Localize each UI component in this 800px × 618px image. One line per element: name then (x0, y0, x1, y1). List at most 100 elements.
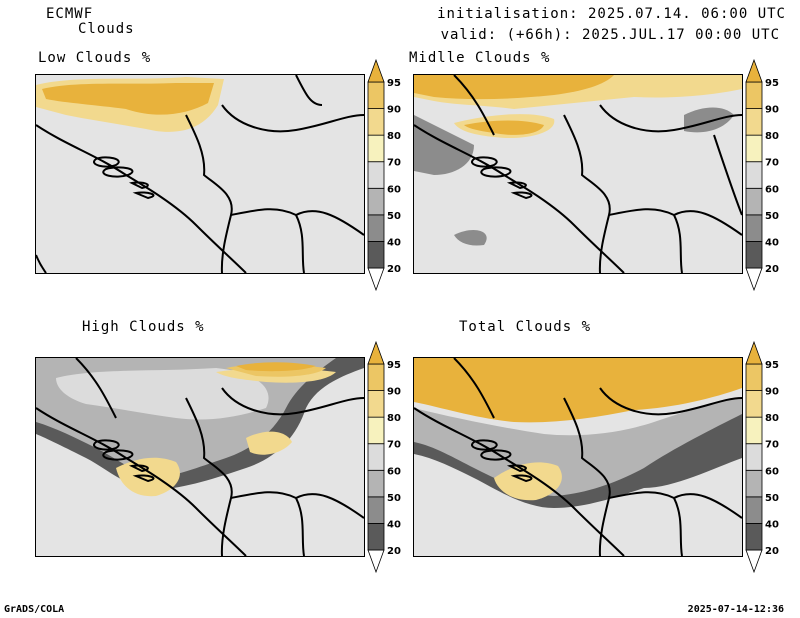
colorbar-tick-label: 50 (765, 493, 779, 504)
cloud-area-95 (464, 120, 544, 135)
colorbar-tick-label: 40 (765, 519, 779, 530)
colorbar-tick-label: 60 (765, 184, 779, 195)
initialisation-label: initialisation: 2025.07.14. 06:00 UTC (437, 6, 786, 22)
borders (453, 358, 742, 556)
colorbar-segment (745, 340, 763, 365)
cloud-area-80 (116, 457, 180, 497)
colorbar-segment (745, 363, 763, 391)
cloud-area-95 (414, 75, 614, 100)
cloud-area-95 (42, 83, 214, 115)
colorbar-svg: 20 40 50 60 70 80 90 95 (367, 58, 401, 292)
valid-time-label: valid: (+66h): 2025.JUL.17 00:00 UTC (440, 27, 780, 43)
colorbar-segment (745, 390, 763, 418)
model-label: ECMWF (46, 6, 94, 22)
low-clouds-map (35, 74, 365, 274)
colorbar-segment (745, 58, 763, 83)
colorbar-tick-label: 95 (765, 360, 779, 371)
footer-timestamp: 2025-07-14-12:36 (687, 604, 784, 615)
colorbar-middle: 20 40 50 60 70 80 90 95 (744, 58, 796, 298)
cloud-area-80 (246, 431, 292, 455)
colorbar-segment (367, 469, 385, 498)
cloud-area-60 (454, 230, 487, 246)
colorbar-segment (745, 549, 763, 574)
colorbar-segment (367, 267, 385, 292)
colorbar-segment (367, 390, 385, 418)
colorbar-segment (367, 81, 385, 109)
cloud-area-60 (684, 107, 734, 133)
colorbar-tick-label: 60 (387, 184, 401, 195)
colorbar-tick-label: 95 (765, 78, 779, 89)
colorbar-tick-label: 50 (387, 493, 401, 504)
colorbar-tick-label: 60 (387, 466, 401, 477)
colorbar-segment (745, 134, 763, 163)
colorbar-segment (745, 523, 763, 551)
colorbar-tick-label: 20 (765, 264, 779, 275)
borders (36, 75, 364, 273)
colorbar-svg: 20 40 50 60 70 80 90 95 (745, 58, 779, 292)
colorbar-segment (745, 214, 763, 242)
colorbar-tick-label: 95 (387, 360, 401, 371)
coastline (414, 407, 625, 556)
colorbar-total: 20 40 50 60 70 80 90 95 (744, 340, 796, 580)
colorbar-high: 20 40 50 60 70 80 90 95 (366, 340, 418, 580)
borders (453, 75, 742, 273)
colorbar-segment (745, 81, 763, 109)
colorbar-tick-label: 80 (765, 413, 779, 424)
colorbar-tick-label: 90 (387, 387, 401, 398)
panel-title-high: High Clouds % (82, 319, 205, 335)
colorbar-segment (367, 108, 385, 136)
footer-credit: GrADS/COLA (4, 604, 65, 615)
colorbar-tick-label: 95 (387, 78, 401, 89)
colorbar-tick-label: 70 (387, 440, 401, 451)
colorbar-segment (745, 267, 763, 292)
middle-clouds-map (413, 74, 743, 274)
colorbar-svg: 20 40 50 60 70 80 90 95 (745, 340, 779, 574)
colorbar-segment (367, 363, 385, 391)
colorbar-tick-label: 70 (765, 158, 779, 169)
panel-title-total: Total Clouds % (459, 319, 592, 335)
colorbar-low: 20 40 50 60 70 80 90 95 (366, 58, 418, 298)
colorbar-tick-label: 20 (387, 264, 401, 275)
total-clouds-map (413, 357, 743, 557)
colorbar-segment (367, 58, 385, 83)
colorbar-segment (745, 443, 763, 471)
colorbar-segment (367, 187, 385, 216)
colorbar-tick-label: 80 (387, 413, 401, 424)
high-clouds-map (35, 357, 365, 557)
colorbar-tick-label: 40 (765, 237, 779, 248)
colorbar-tick-label: 40 (387, 519, 401, 530)
colorbar-tick-label: 50 (387, 211, 401, 222)
colorbar-segment (367, 549, 385, 574)
cloud-area-95 (236, 362, 316, 372)
colorbar-tick-label: 90 (765, 387, 779, 398)
colorbar-tick-label: 70 (765, 440, 779, 451)
colorbar-segment (745, 108, 763, 136)
colorbar-segment (367, 523, 385, 551)
cloud-area-60 (414, 398, 742, 496)
colorbar-tick-label: 20 (387, 546, 401, 557)
colorbar-tick-label: 20 (765, 546, 779, 557)
colorbar-segment (745, 241, 763, 269)
cloud-area-95 (414, 358, 742, 423)
colorbar-tick-label: 60 (765, 466, 779, 477)
colorbar-tick-label: 50 (765, 211, 779, 222)
colorbar-tick-label: 40 (387, 237, 401, 248)
coastline (414, 124, 625, 273)
borders (75, 358, 364, 556)
coastline (36, 407, 247, 556)
colorbar-tick-label: 70 (387, 158, 401, 169)
panel-title-middle: Midlle Clouds % (409, 50, 551, 66)
colorbar-segment (745, 496, 763, 524)
colorbar-segment (367, 161, 385, 189)
colorbar-segment (367, 241, 385, 269)
colorbar-segment (367, 496, 385, 524)
cloud-area-60 (414, 115, 474, 175)
colorbar-segment (367, 340, 385, 365)
colorbar-tick-label: 80 (387, 131, 401, 142)
colorbar-tick-label: 80 (765, 131, 779, 142)
colorbar-segment (745, 161, 763, 189)
colorbar-svg: 20 40 50 60 70 80 90 95 (367, 340, 401, 574)
colorbar-tick-label: 90 (765, 105, 779, 116)
colorbar-segment (745, 187, 763, 216)
colorbar-segment (367, 443, 385, 471)
